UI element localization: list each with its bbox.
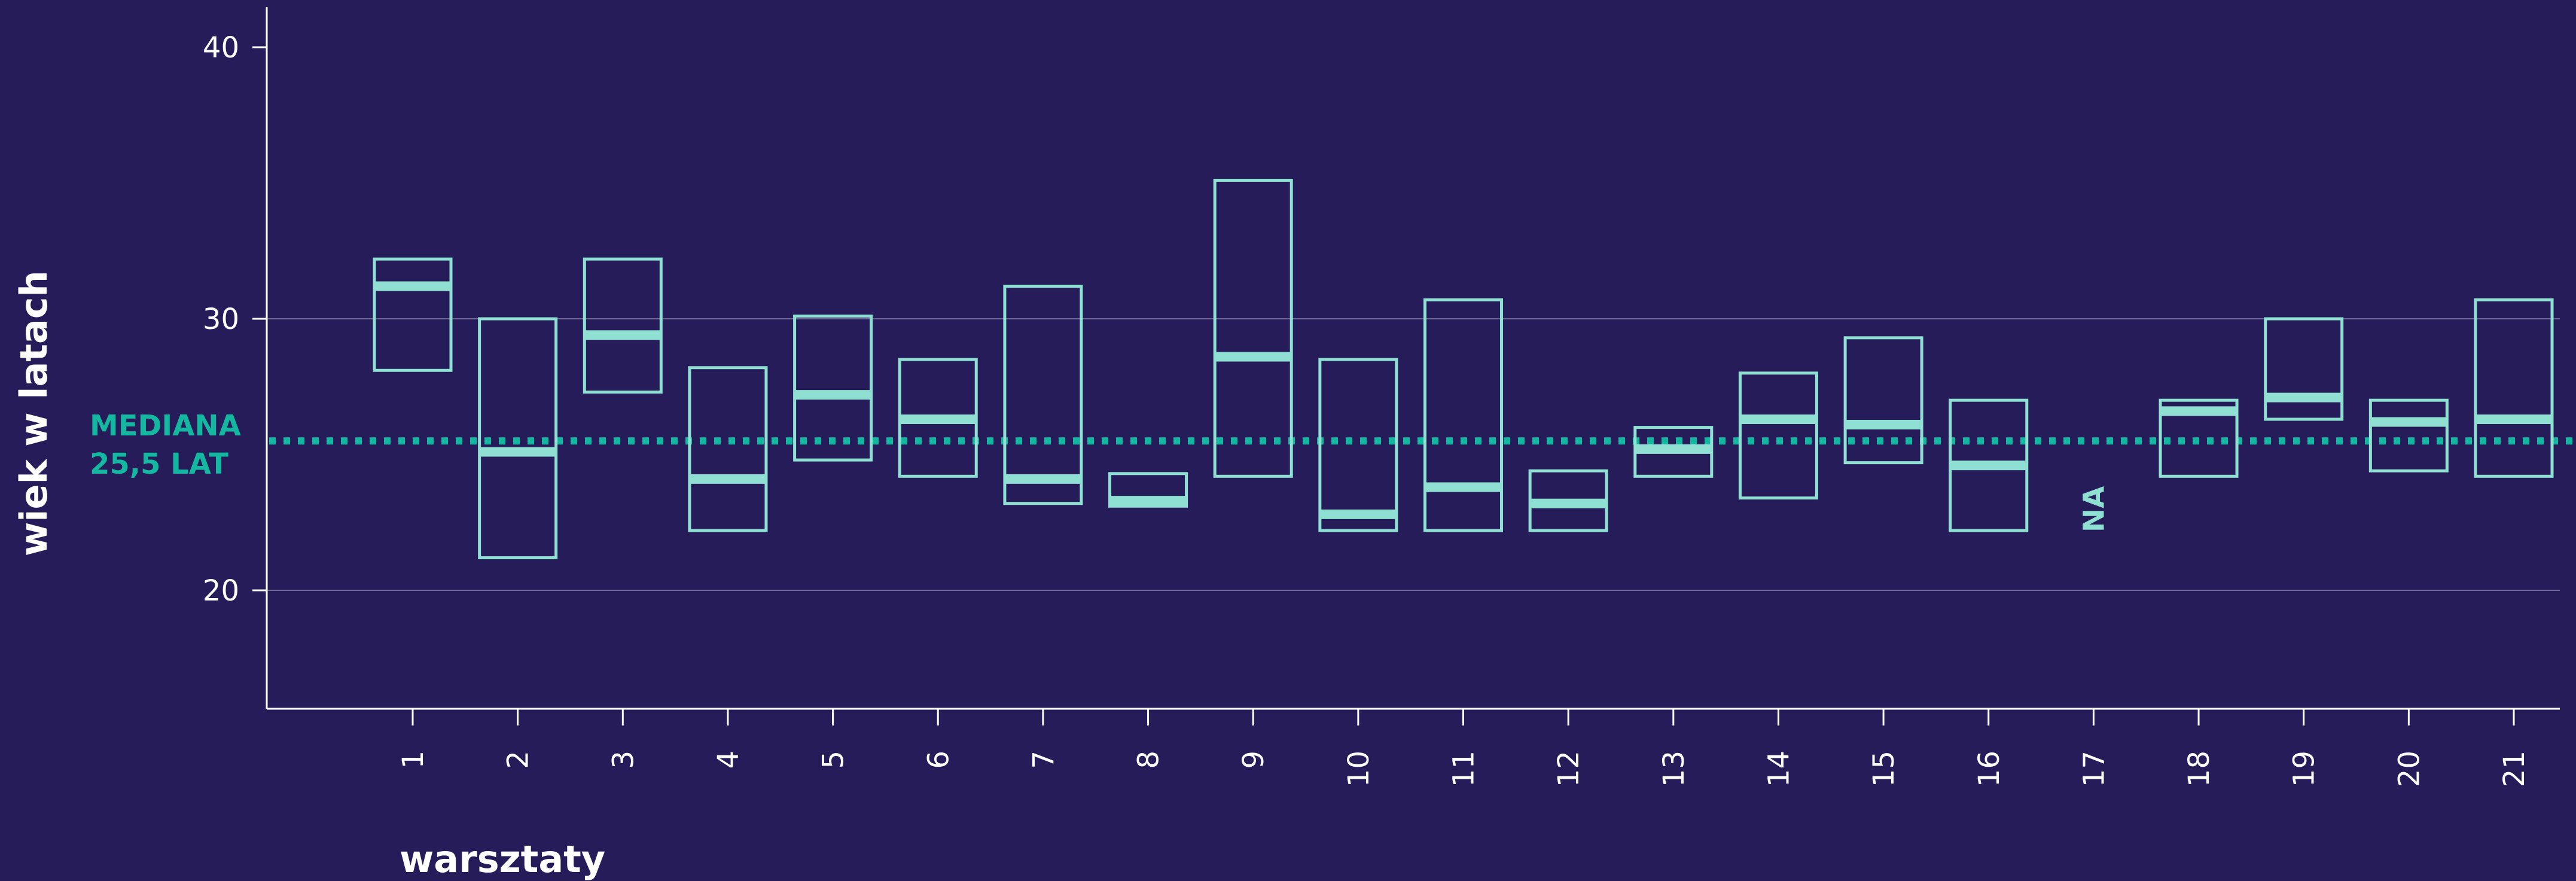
x-tick-label-17: 17 [2077,751,2111,787]
x-tick-label-19: 19 [2288,751,2321,787]
x-tick-label-3: 3 [606,751,640,769]
box-10 [1318,358,1398,532]
x-tick-label-12: 12 [1552,751,1586,787]
median-label-line2: 25,5 LAT [90,447,228,481]
missing-label-17: NA [2077,486,2111,532]
x-tick-label-15: 15 [1867,751,1901,787]
x-tick-label-4: 4 [712,751,745,769]
x-tick-label-9: 9 [1237,751,1270,769]
grid-lines [267,318,2560,591]
y-tick-label-20: 20 [203,574,239,608]
x-tick-label-13: 13 [1657,751,1691,787]
box-1 [373,257,453,372]
box-3 [583,257,663,394]
x-tick-label-18: 18 [2182,751,2216,787]
x-tick-label-21: 21 [2498,751,2531,787]
box-19 [2264,317,2344,421]
box-14 [1738,371,1818,500]
box-8 [1108,472,1188,508]
y-tick-label-30: 30 [203,303,239,336]
x-tick-label-5: 5 [817,751,850,769]
box-4 [688,366,768,532]
x-tick-label-14: 14 [1762,751,1795,787]
box-21 [2474,298,2554,478]
y-tick-label-40: 40 [203,31,239,65]
x-tick-label-6: 6 [922,751,955,769]
box-9 [1213,178,1293,478]
box-5 [793,314,873,462]
box-20 [2368,398,2449,472]
box-18 [2159,398,2239,478]
box-11 [1423,298,1503,532]
y-axis-title: wiek w latach [12,270,56,556]
x-tick-label-7: 7 [1027,751,1060,769]
x-tick-label-2: 2 [502,751,535,769]
x-tick-label-16: 16 [1973,751,2006,787]
x-tick-label-8: 8 [1132,751,1166,769]
x-tick-label-11: 11 [1447,751,1481,787]
box-7 [1003,285,1083,505]
x-axis-title: warsztaty [400,837,605,881]
labels: wiek w latach warsztaty MEDIANA 25,5 LAT [12,270,605,881]
boxes: NA [373,178,2554,560]
box-2 [478,317,558,560]
median-label-line1: MEDIANA [90,409,241,443]
x-tick-label-20: 20 [2392,751,2426,787]
x-tick-label-1: 1 [397,751,430,769]
box-15 [1843,336,1923,465]
x-tick-label-10: 10 [1342,751,1376,787]
